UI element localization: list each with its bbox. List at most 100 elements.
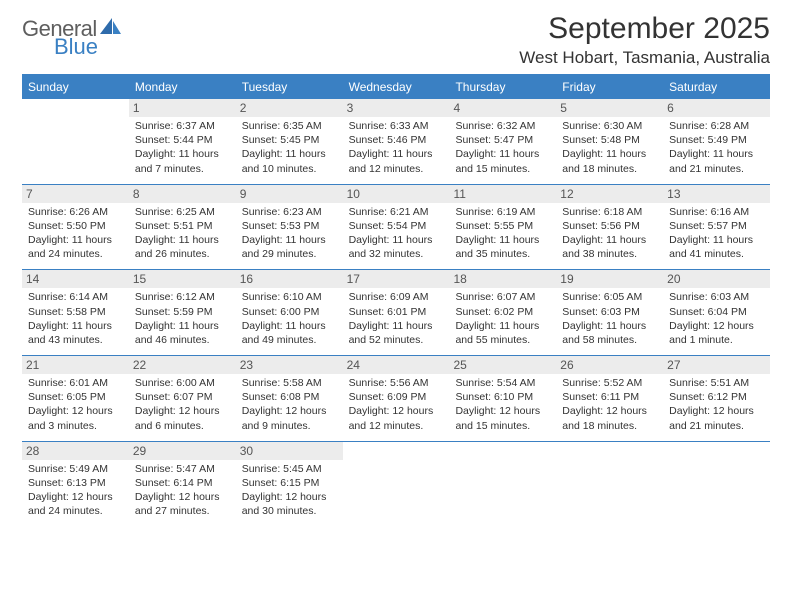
daylight-line: Daylight: 12 hours and 15 minutes. [455,404,550,432]
day-header: Saturday [663,76,770,99]
day-number: 24 [343,356,450,374]
calendar-cell: 30Sunrise: 5:45 AMSunset: 6:15 PMDayligh… [236,442,343,527]
day-number: 22 [129,356,236,374]
day-number: 8 [129,185,236,203]
daylight-line: Daylight: 11 hours and 7 minutes. [135,147,230,175]
daylight-line: Daylight: 12 hours and 6 minutes. [135,404,230,432]
day-number: 19 [556,270,663,288]
sunset-line: Sunset: 6:07 PM [135,390,230,404]
calendar-cell: 20Sunrise: 6:03 AMSunset: 6:04 PMDayligh… [663,270,770,355]
sunset-line: Sunset: 5:46 PM [349,133,444,147]
day-number: 26 [556,356,663,374]
sunset-line: Sunset: 6:05 PM [28,390,123,404]
daylight-line: Daylight: 11 hours and 46 minutes. [135,319,230,347]
day-number: 12 [556,185,663,203]
day-number: 7 [22,185,129,203]
daylight-line: Daylight: 11 hours and 24 minutes. [28,233,123,261]
sunrise-line: Sunrise: 6:10 AM [242,290,337,304]
sunrise-line: Sunrise: 6:26 AM [28,205,123,219]
sunset-line: Sunset: 5:44 PM [135,133,230,147]
calendar-cell: 19Sunrise: 6:05 AMSunset: 6:03 PMDayligh… [556,270,663,355]
calendar: Sunday Monday Tuesday Wednesday Thursday… [22,74,770,526]
daylight-line: Daylight: 12 hours and 3 minutes. [28,404,123,432]
sunrise-line: Sunrise: 6:35 AM [242,119,337,133]
sunset-line: Sunset: 6:12 PM [669,390,764,404]
day-number: 10 [343,185,450,203]
page-headings: September 2025 West Hobart, Tasmania, Au… [519,12,770,68]
calendar-week: 14Sunrise: 6:14 AMSunset: 5:58 PMDayligh… [22,270,770,356]
sunrise-line: Sunrise: 6:21 AM [349,205,444,219]
sunset-line: Sunset: 5:56 PM [562,219,657,233]
calendar-cell: 12 Sunrise: 6:18 AMSunset: 5:56 PMDayligh… [556,185,663,270]
calendar-cell: 27Sunrise: 5:51 AMSunset: 6:12 PMDayligh… [663,356,770,441]
sunrise-line: Sunrise: 6:00 AM [135,376,230,390]
daylight-line: Daylight: 11 hours and 38 minutes. [562,233,657,261]
calendar-cell: 9Sunrise: 6:23 AMSunset: 5:53 PMDaylight… [236,185,343,270]
calendar-cell: 2Sunrise: 6:35 AMSunset: 5:45 PMDaylight… [236,99,343,184]
calendar-cell: 23Sunrise: 5:58 AMSunset: 6:08 PMDayligh… [236,356,343,441]
daylight-line: Daylight: 11 hours and 55 minutes. [455,319,550,347]
day-number: 2 [236,99,343,117]
daylight-line: Daylight: 11 hours and 58 minutes. [562,319,657,347]
sunset-line: Sunset: 6:14 PM [135,476,230,490]
calendar-cell: 29Sunrise: 5:47 AMSunset: 6:14 PMDayligh… [129,442,236,527]
day-number: 1 [129,99,236,117]
calendar-cell [663,442,770,527]
day-number: 11 [449,185,556,203]
daylight-line: Daylight: 11 hours and 29 minutes. [242,233,337,261]
day-number: 13 [663,185,770,203]
daylight-line: Daylight: 11 hours and 41 minutes. [669,233,764,261]
calendar-cell [449,442,556,527]
calendar-cell: 14Sunrise: 6:14 AMSunset: 5:58 PMDayligh… [22,270,129,355]
sunrise-line: Sunrise: 6:12 AM [135,290,230,304]
daylight-line: Daylight: 11 hours and 26 minutes. [135,233,230,261]
daylight-line: Daylight: 11 hours and 21 minutes. [669,147,764,175]
calendar-cell: 17Sunrise: 6:09 AMSunset: 6:01 PMDayligh… [343,270,450,355]
sunrise-line: Sunrise: 5:45 AM [242,462,337,476]
sunset-line: Sunset: 6:15 PM [242,476,337,490]
sunset-line: Sunset: 6:10 PM [455,390,550,404]
sunrise-line: Sunrise: 6:05 AM [562,290,657,304]
calendar-cell: 26Sunrise: 5:52 AMSunset: 6:11 PMDayligh… [556,356,663,441]
sunset-line: Sunset: 6:11 PM [562,390,657,404]
sunrise-line: Sunrise: 6:18 AM [562,205,657,219]
calendar-cell: 13Sunrise: 6:16 AMSunset: 5:57 PMDayligh… [663,185,770,270]
sunset-line: Sunset: 5:50 PM [28,219,123,233]
calendar-cell: 11Sunrise: 6:19 AMSunset: 5:55 PMDayligh… [449,185,556,270]
daylight-line: Daylight: 12 hours and 27 minutes. [135,490,230,518]
calendar-cell [22,99,129,184]
sunset-line: Sunset: 6:04 PM [669,305,764,319]
day-number: 25 [449,356,556,374]
sunrise-line: Sunrise: 6:33 AM [349,119,444,133]
month-title: September 2025 [519,12,770,46]
day-header: Friday [556,76,663,99]
sunrise-line: Sunrise: 6:32 AM [455,119,550,133]
day-header: Sunday [22,76,129,99]
daylight-line: Daylight: 11 hours and 10 minutes. [242,147,337,175]
day-number: 9 [236,185,343,203]
daylight-line: Daylight: 11 hours and 12 minutes. [349,147,444,175]
day-header: Wednesday [343,76,450,99]
sunset-line: Sunset: 6:09 PM [349,390,444,404]
calendar-cell: 1Sunrise: 6:37 AMSunset: 5:44 PMDaylight… [129,99,236,184]
calendar-cell: 28Sunrise: 5:49 AMSunset: 6:13 PMDayligh… [22,442,129,527]
brand-word-2: Blue [54,36,122,58]
sunset-line: Sunset: 5:49 PM [669,133,764,147]
daylight-line: Daylight: 12 hours and 1 minute. [669,319,764,347]
sunrise-line: Sunrise: 6:23 AM [242,205,337,219]
sunrise-line: Sunrise: 5:49 AM [28,462,123,476]
sunset-line: Sunset: 5:57 PM [669,219,764,233]
sunrise-line: Sunrise: 6:07 AM [455,290,550,304]
day-number: 5 [556,99,663,117]
sunset-line: Sunset: 6:08 PM [242,390,337,404]
sunset-line: Sunset: 6:02 PM [455,305,550,319]
daylight-line: Daylight: 12 hours and 18 minutes. [562,404,657,432]
day-header: Thursday [449,76,556,99]
calendar-cell: 21Sunrise: 6:01 AMSunset: 6:05 PMDayligh… [22,356,129,441]
daylight-line: Daylight: 11 hours and 43 minutes. [28,319,123,347]
sunset-line: Sunset: 6:13 PM [28,476,123,490]
sunrise-line: Sunrise: 6:14 AM [28,290,123,304]
daylight-line: Daylight: 11 hours and 35 minutes. [455,233,550,261]
day-number: 17 [343,270,450,288]
day-header: Monday [129,76,236,99]
